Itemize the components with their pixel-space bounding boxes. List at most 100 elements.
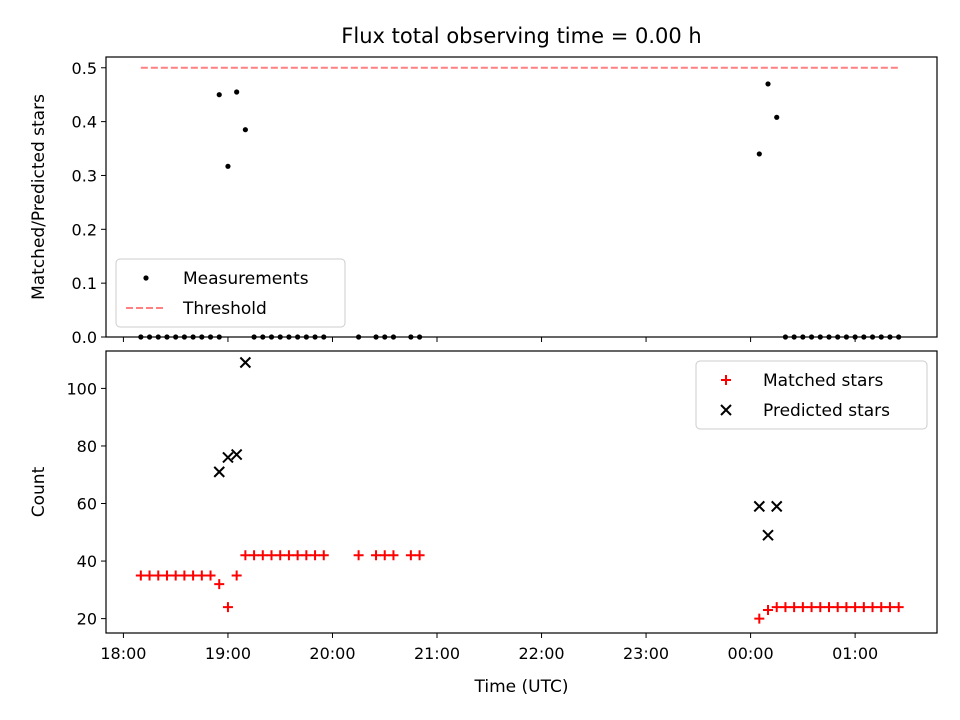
data-point — [292, 550, 303, 561]
y-tick-label: 0.5 — [72, 59, 97, 78]
data-point — [774, 114, 780, 120]
data-point — [876, 602, 887, 613]
data-point — [161, 570, 172, 581]
data-point — [753, 500, 766, 513]
x-tick-label: 23:00 — [623, 644, 669, 663]
x-tick-label: 01:00 — [832, 644, 878, 663]
data-point — [196, 570, 207, 581]
y-tick-label: 0.3 — [72, 166, 97, 185]
data-point — [214, 579, 225, 590]
y-tick-label: 0.2 — [72, 220, 97, 239]
chart-title: Flux total observing time = 0.00 h — [341, 24, 701, 48]
series-0 — [135, 550, 904, 624]
y-tick-label: 0.4 — [72, 113, 97, 132]
data-point — [806, 602, 817, 613]
data-point — [231, 570, 242, 581]
y-tick-label: 40 — [77, 552, 97, 571]
x-tick-label: 22:00 — [518, 644, 564, 663]
data-point — [353, 550, 364, 561]
data-point — [763, 604, 774, 615]
data-point — [756, 151, 762, 157]
data-point — [379, 550, 390, 561]
data-point — [205, 570, 216, 581]
data-point — [823, 602, 834, 613]
data-point — [893, 602, 904, 613]
data-point — [257, 550, 268, 561]
data-point — [765, 81, 771, 87]
x-tick-label: 19:00 — [205, 644, 251, 663]
legend-swatch — [143, 275, 149, 281]
data-point — [789, 602, 800, 613]
x-tick-label: 21:00 — [414, 644, 460, 663]
data-point — [884, 602, 895, 613]
y-tick-label: 20 — [77, 610, 97, 629]
y-axis-label: Matched/Predicted stars — [29, 94, 49, 300]
data-point — [222, 451, 234, 464]
y-tick-label: 80 — [77, 437, 97, 456]
x-tick-label: 18:00 — [100, 644, 146, 663]
data-point — [815, 602, 826, 613]
data-point — [144, 570, 155, 581]
legend: Measurements Threshold — [115, 258, 346, 328]
legend-label: Measurements — [183, 269, 309, 289]
data-point — [754, 613, 765, 624]
data-point — [310, 550, 321, 561]
legend-label: Matched stars — [763, 371, 883, 391]
plot-frame — [105, 350, 938, 634]
data-point — [179, 570, 190, 581]
x-axis-label: Time (UTC) — [474, 677, 569, 697]
data-point — [780, 602, 791, 613]
data-point — [242, 127, 248, 133]
data-point — [797, 602, 808, 613]
series-1 — [213, 356, 783, 541]
data-point — [239, 356, 252, 369]
data-point — [771, 602, 782, 613]
data-point — [405, 550, 416, 561]
x-tick-label: 00:00 — [728, 644, 774, 663]
data-point — [850, 602, 861, 613]
data-point — [135, 570, 146, 581]
data-point — [170, 570, 181, 581]
top-panel: Flux total observing time = 0.00 h Matche… — [29, 24, 938, 347]
x-tick-label: 20:00 — [309, 644, 355, 663]
data-point — [858, 602, 869, 613]
data-point — [275, 550, 286, 561]
data-point — [867, 602, 878, 613]
data-point — [188, 570, 199, 581]
y-tick-label: 0.0 — [72, 328, 97, 347]
data-point — [414, 550, 425, 561]
data-point — [153, 570, 164, 581]
data-point — [249, 550, 260, 561]
data-point — [216, 92, 222, 98]
series-0 — [138, 81, 902, 340]
data-point — [230, 448, 243, 461]
data-point — [266, 550, 277, 561]
legend-swatch — [720, 404, 732, 416]
data-point — [371, 550, 382, 561]
legend-label: Threshold — [182, 299, 267, 319]
data-point — [222, 602, 233, 613]
data-point — [318, 550, 329, 561]
plot-frame — [105, 56, 938, 338]
y-tick-label: 100 — [66, 379, 97, 398]
data-point — [234, 89, 240, 95]
data-point — [283, 550, 294, 561]
legend-swatch — [721, 375, 731, 385]
data-point — [240, 550, 251, 561]
data-point — [225, 163, 231, 169]
legend: Matched stars Predicted stars — [695, 360, 928, 430]
legend-label: Predicted stars — [763, 401, 890, 421]
bottom-panel: Count 20 40 60 80 100 18:00 19:00 20:00 21:00 22:0… — [29, 350, 938, 697]
data-point — [388, 550, 399, 561]
legend-box — [695, 360, 928, 430]
y-axis-label: Count — [29, 466, 49, 517]
data-point — [762, 529, 774, 541]
legend-box — [115, 258, 346, 328]
y-tick-label: 60 — [77, 495, 97, 514]
data-point — [213, 466, 225, 478]
data-point — [301, 550, 312, 561]
y-tick-label: 0.1 — [72, 274, 97, 293]
data-point — [771, 500, 783, 513]
data-point — [841, 602, 852, 613]
